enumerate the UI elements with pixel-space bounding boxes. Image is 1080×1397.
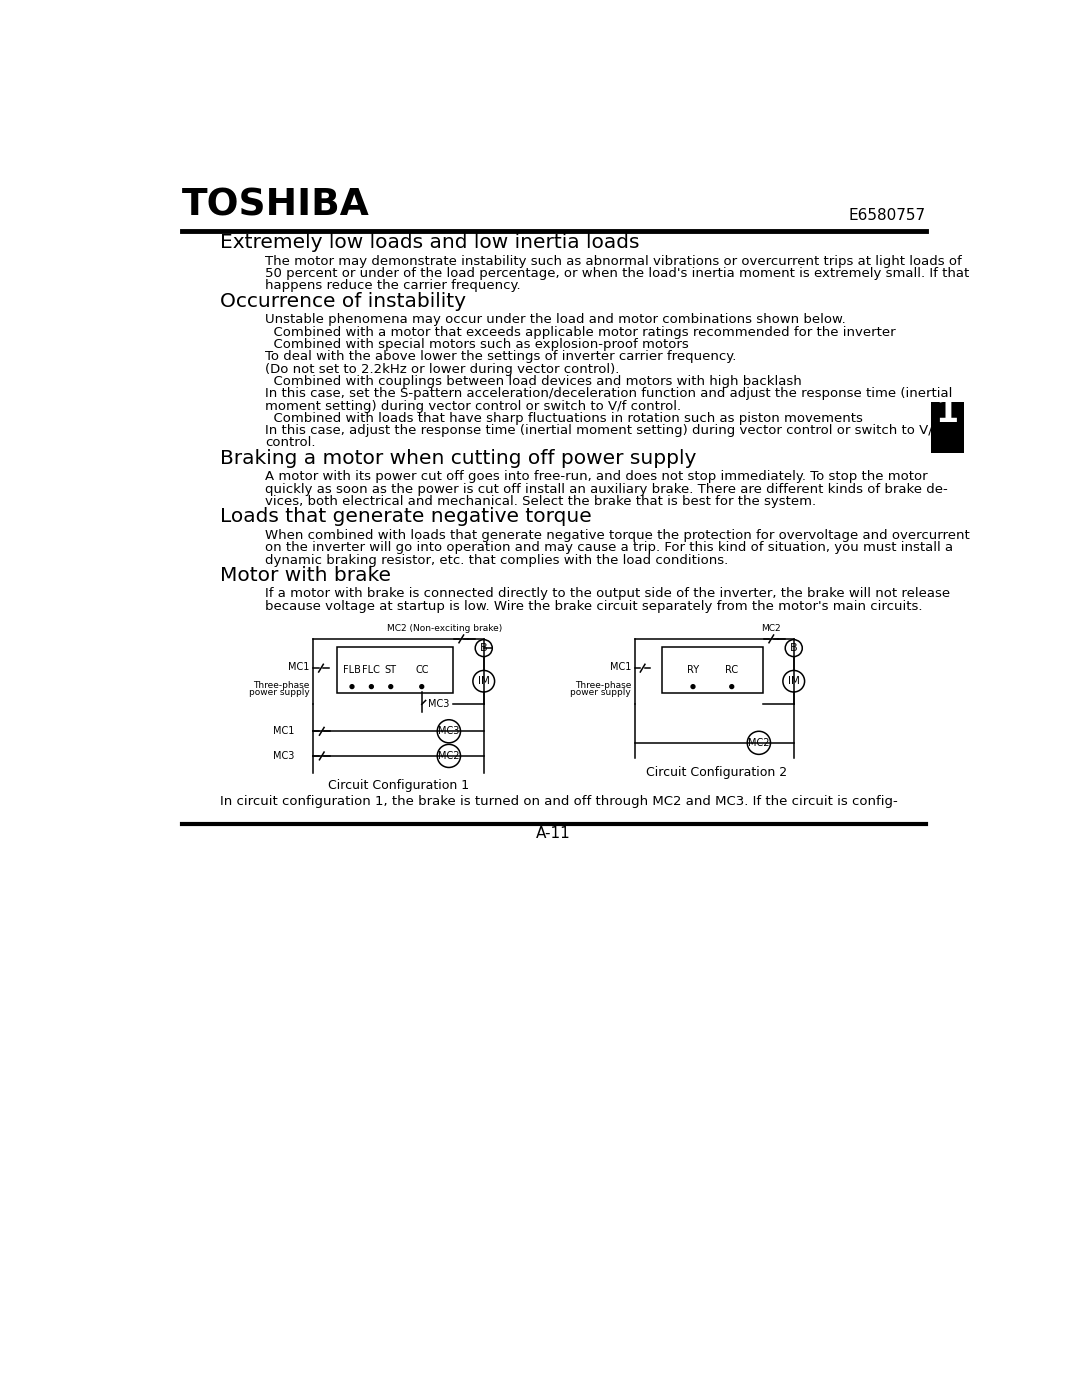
Circle shape bbox=[437, 719, 460, 743]
Text: quickly as soon as the power is cut off install an auxiliary brake. There are di: quickly as soon as the power is cut off … bbox=[266, 482, 948, 496]
Circle shape bbox=[475, 640, 492, 657]
Text: on the inverter will go into operation and may cause a trip. For this kind of si: on the inverter will go into operation a… bbox=[266, 541, 954, 555]
Text: To deal with the above lower the settings of inverter carrier frequency.: To deal with the above lower the setting… bbox=[266, 351, 737, 363]
Text: dynamic braking resistor, etc. that complies with the load conditions.: dynamic braking resistor, etc. that comp… bbox=[266, 553, 728, 567]
Text: IM: IM bbox=[787, 676, 799, 686]
Text: MC1: MC1 bbox=[609, 662, 631, 672]
Text: because voltage at startup is low. Wire the brake circuit separately from the mo: because voltage at startup is low. Wire … bbox=[266, 599, 922, 613]
Circle shape bbox=[783, 671, 805, 692]
Text: Combined with a motor that exceeds applicable motor ratings recommended for the : Combined with a motor that exceeds appli… bbox=[266, 326, 895, 338]
Circle shape bbox=[437, 745, 460, 767]
Text: Combined with couplings between load devices and motors with high backlash: Combined with couplings between load dev… bbox=[266, 374, 802, 388]
Bar bbox=[662, 647, 762, 693]
Text: vices, both electrical and mechanical. Select the brake that is best for the sys: vices, both electrical and mechanical. S… bbox=[266, 495, 816, 509]
Circle shape bbox=[747, 731, 770, 754]
Text: MC2: MC2 bbox=[760, 623, 781, 633]
Text: Motor with brake: Motor with brake bbox=[220, 566, 391, 585]
Text: CC: CC bbox=[415, 665, 429, 675]
Text: In this case, set the S-pattern acceleration/deceleration function and adjust th: In this case, set the S-pattern accelera… bbox=[266, 387, 953, 400]
Text: 1: 1 bbox=[935, 397, 959, 429]
Text: power supply: power supply bbox=[248, 689, 309, 697]
Text: Extremely low loads and low inertia loads: Extremely low loads and low inertia load… bbox=[220, 233, 639, 253]
Text: MC2 (Non-exciting brake): MC2 (Non-exciting brake) bbox=[388, 623, 502, 633]
Text: B: B bbox=[789, 643, 797, 654]
Text: Occurrence of instability: Occurrence of instability bbox=[220, 292, 467, 312]
Text: (Do not set to 2.2kHz or lower during vector control).: (Do not set to 2.2kHz or lower during ve… bbox=[266, 363, 620, 376]
Text: moment setting) during vector control or switch to V/f control.: moment setting) during vector control or… bbox=[266, 400, 681, 412]
Circle shape bbox=[389, 685, 393, 689]
Text: If a motor with brake is connected directly to the output side of the inverter, : If a motor with brake is connected direc… bbox=[266, 587, 950, 601]
Text: Unstable phenomena may occur under the load and motor combinations shown below.: Unstable phenomena may occur under the l… bbox=[266, 313, 846, 327]
Text: control.: control. bbox=[266, 436, 315, 450]
Text: Braking a motor when cutting off power supply: Braking a motor when cutting off power s… bbox=[220, 448, 697, 468]
Text: The motor may demonstrate instability such as abnormal vibrations or overcurrent: The motor may demonstrate instability su… bbox=[266, 254, 962, 268]
Text: Three-phase: Three-phase bbox=[253, 680, 309, 690]
Text: Circuit Configuration 1: Circuit Configuration 1 bbox=[328, 778, 469, 792]
Circle shape bbox=[785, 640, 802, 657]
Text: MC3: MC3 bbox=[428, 700, 449, 710]
Text: power supply: power supply bbox=[570, 689, 631, 697]
Text: FLC: FLC bbox=[363, 665, 380, 675]
Text: MC1: MC1 bbox=[272, 726, 294, 736]
Text: When combined with loads that generate negative torque the protection for overvo: When combined with loads that generate n… bbox=[266, 529, 970, 542]
Bar bbox=[931, 402, 964, 453]
Circle shape bbox=[420, 685, 423, 689]
Text: ST: ST bbox=[384, 665, 396, 675]
Text: RY: RY bbox=[687, 665, 699, 675]
Text: Loads that generate negative torque: Loads that generate negative torque bbox=[220, 507, 592, 527]
Text: MC3: MC3 bbox=[438, 726, 460, 736]
Text: FLB: FLB bbox=[343, 665, 361, 675]
Text: A motor with its power cut off goes into free-run, and does not stop immediately: A motor with its power cut off goes into… bbox=[266, 471, 928, 483]
Text: IM: IM bbox=[477, 676, 489, 686]
Text: In this case, adjust the response time (inertial moment setting) during vector c: In this case, adjust the response time (… bbox=[266, 425, 937, 437]
Circle shape bbox=[730, 685, 733, 689]
Text: A-11: A-11 bbox=[536, 826, 571, 841]
Text: Circuit Configuration 2: Circuit Configuration 2 bbox=[646, 766, 787, 778]
Text: 50 percent or under of the load percentage, or when the load's inertia moment is: 50 percent or under of the load percenta… bbox=[266, 267, 970, 279]
Text: B: B bbox=[480, 643, 487, 654]
Text: E6580757: E6580757 bbox=[849, 208, 926, 224]
Text: In circuit configuration 1, the brake is turned on and off through MC2 and MC3. : In circuit configuration 1, the brake is… bbox=[220, 795, 897, 809]
Text: MC2: MC2 bbox=[748, 738, 770, 747]
Text: Combined with special motors such as explosion-proof motors: Combined with special motors such as exp… bbox=[266, 338, 689, 351]
Text: Three-phase: Three-phase bbox=[575, 680, 631, 690]
Text: TOSHIBA: TOSHIBA bbox=[181, 187, 369, 224]
Circle shape bbox=[350, 685, 354, 689]
Text: RC: RC bbox=[725, 665, 739, 675]
Text: Combined with loads that have sharp fluctuations in rotation such as piston move: Combined with loads that have sharp fluc… bbox=[266, 412, 863, 425]
Circle shape bbox=[473, 671, 495, 692]
Text: MC1: MC1 bbox=[288, 662, 309, 672]
Circle shape bbox=[369, 685, 374, 689]
Circle shape bbox=[691, 685, 694, 689]
Text: MC2: MC2 bbox=[438, 752, 460, 761]
Text: happens reduce the carrier frequency.: happens reduce the carrier frequency. bbox=[266, 279, 521, 292]
Text: MC3: MC3 bbox=[272, 752, 294, 761]
Bar bbox=[337, 647, 453, 693]
